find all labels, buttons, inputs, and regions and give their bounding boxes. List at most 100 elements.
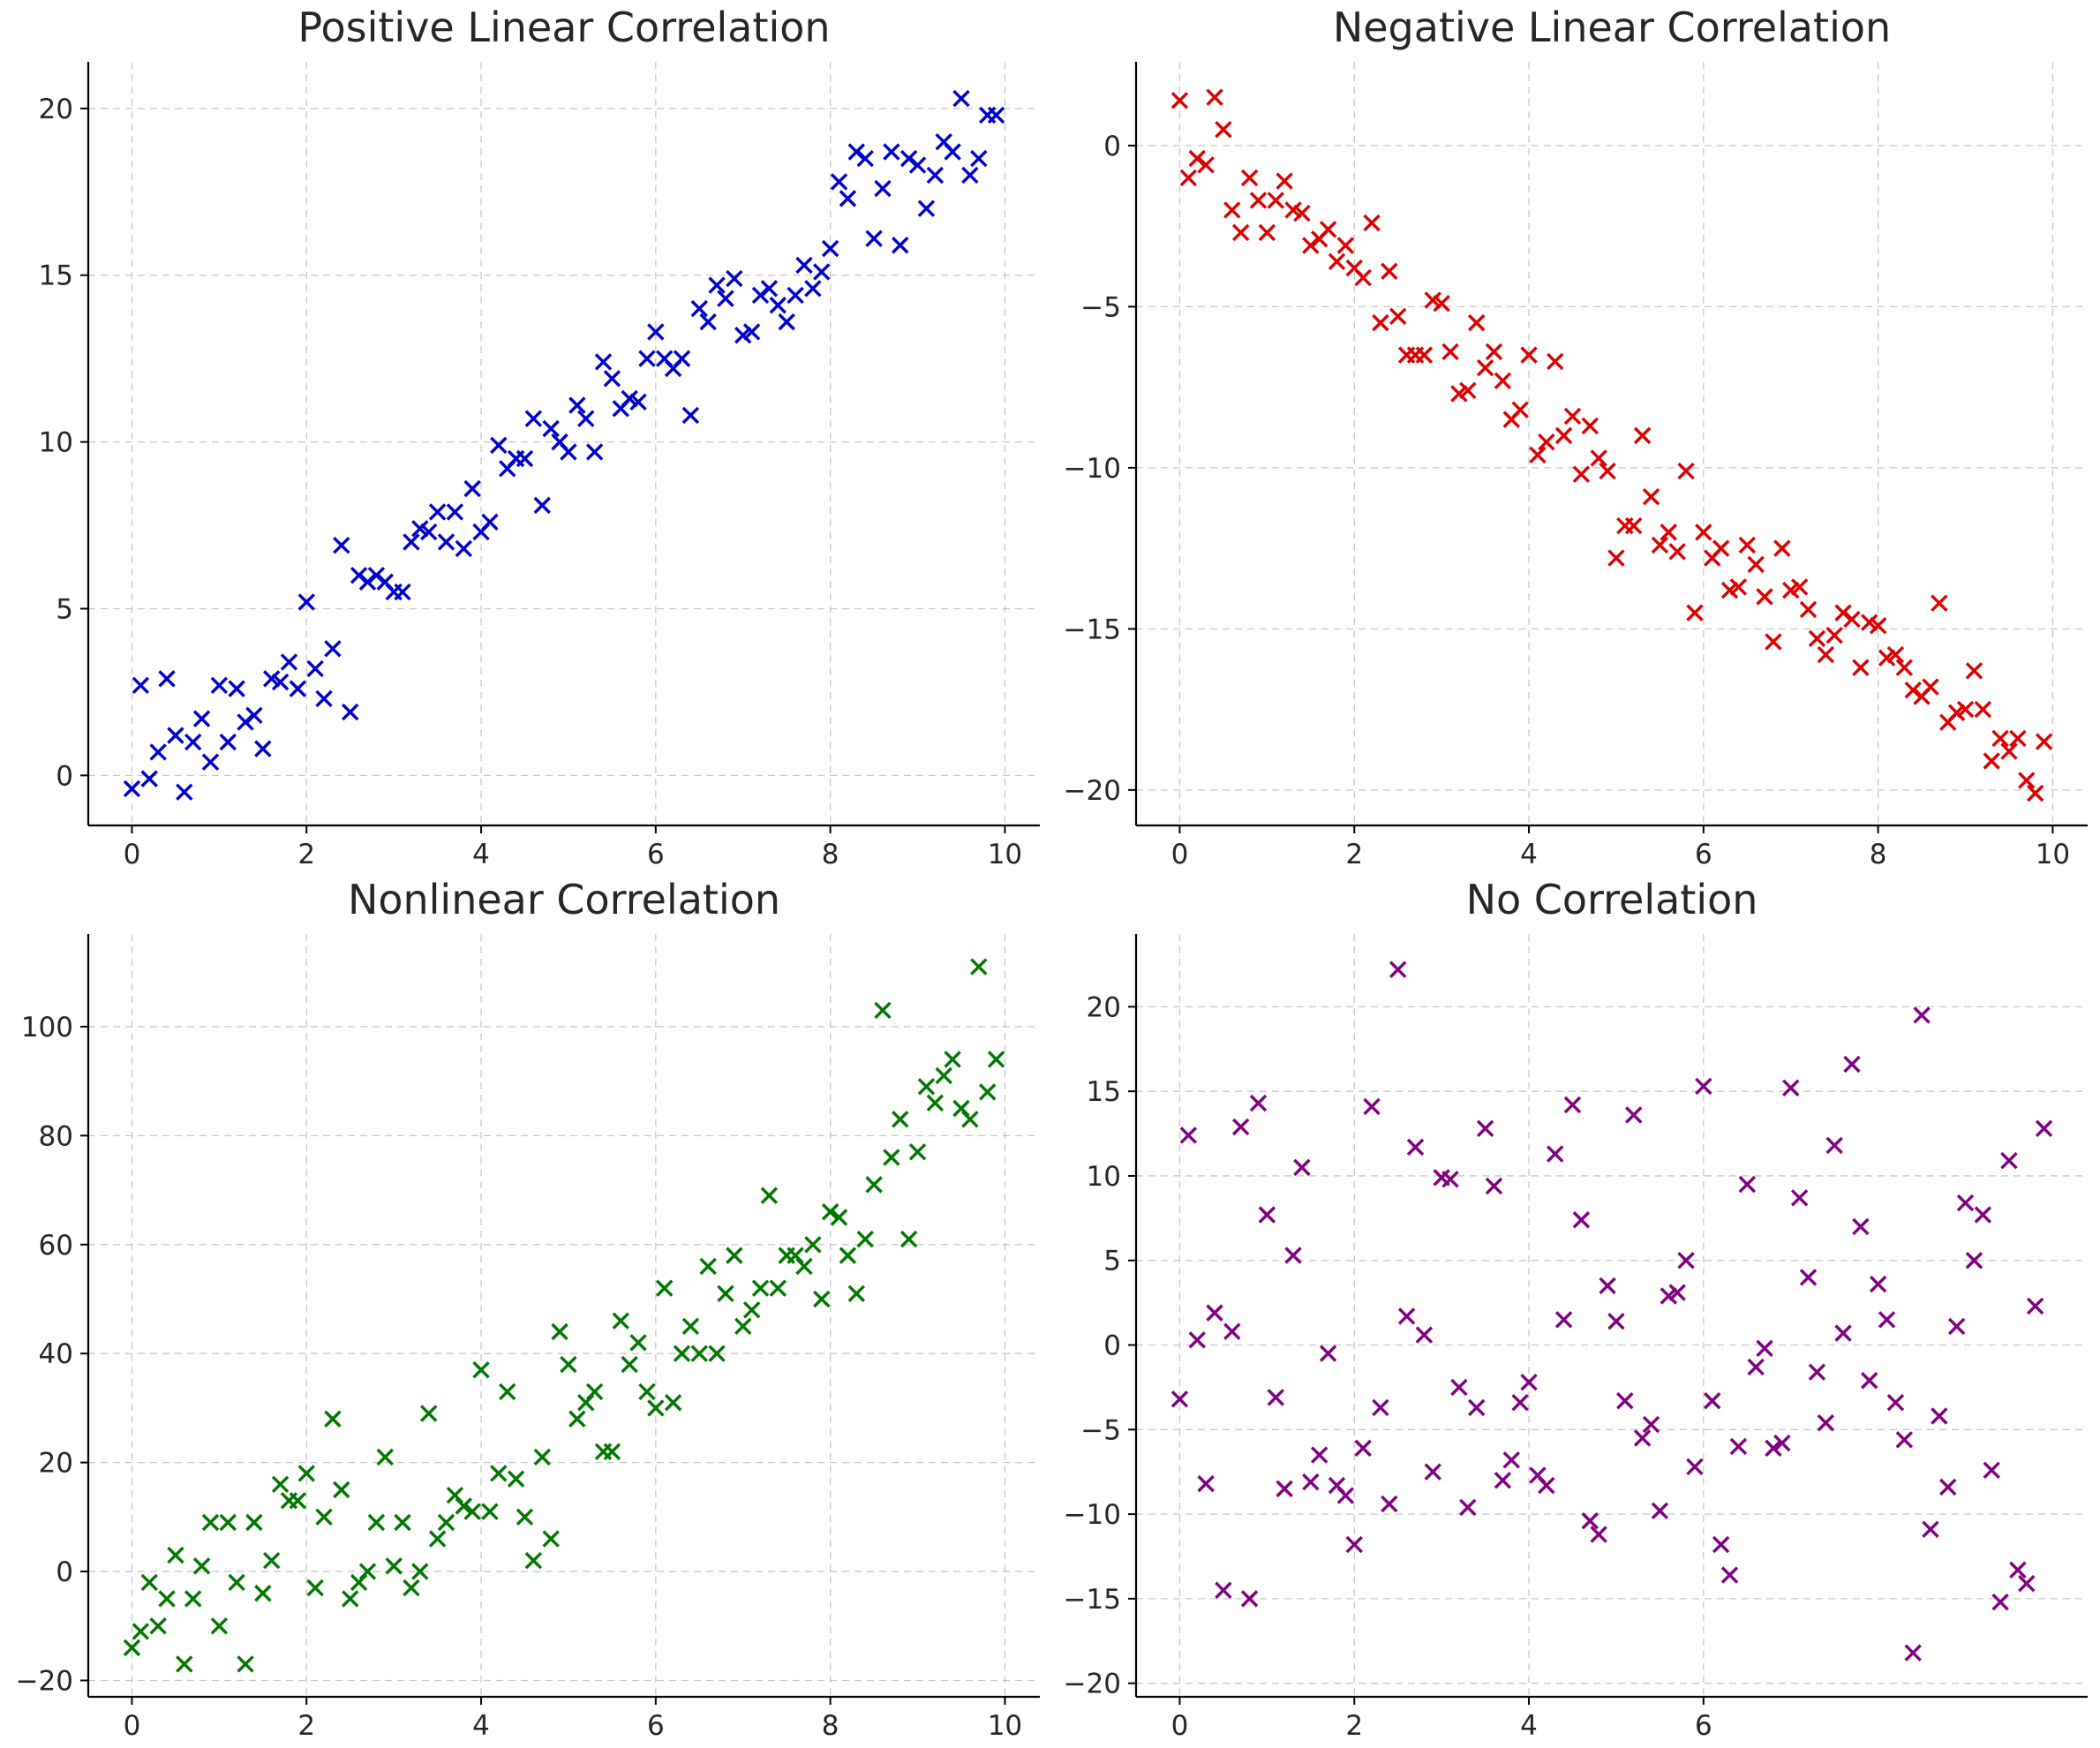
data-point xyxy=(219,1513,237,1532)
x-tick-label: 4 xyxy=(472,1710,490,1742)
data-point xyxy=(446,1486,464,1504)
subplot-no-correlation: 0 2 4 6 −20 −15 −10 −5 0 5 10 15 20 No Correlation xyxy=(1064,876,2088,1742)
data-point xyxy=(516,1508,534,1526)
data-point xyxy=(192,1557,211,1575)
data-point xyxy=(1843,610,1861,629)
data-point xyxy=(935,1066,952,1085)
data-point xyxy=(403,1578,420,1597)
data-point xyxy=(917,1078,936,1096)
data-point xyxy=(1284,1247,1302,1264)
data-point xyxy=(1258,1206,1276,1224)
data-point xyxy=(1485,343,1503,361)
data-point xyxy=(358,1563,377,1580)
chart-title: Positive Linear Correlation xyxy=(297,4,830,51)
data-point xyxy=(1738,536,1756,554)
data-point xyxy=(1607,549,1625,567)
data-point xyxy=(1581,417,1599,435)
data-point xyxy=(1895,1431,1914,1449)
data-point xyxy=(1765,633,1782,651)
data-point xyxy=(1459,381,1477,399)
data-point xyxy=(856,149,874,168)
x-tick-label: 0 xyxy=(1171,839,1189,870)
data-point xyxy=(1415,1326,1434,1344)
data-point xyxy=(1406,1138,1425,1157)
data-point xyxy=(167,1546,184,1564)
data-point xyxy=(1931,594,1948,612)
data-point xyxy=(883,143,900,161)
data-point xyxy=(1642,488,1660,506)
data-point xyxy=(428,1530,447,1548)
data-point xyxy=(1249,192,1268,209)
data-point xyxy=(1441,1171,1459,1188)
data-point xyxy=(315,1508,333,1526)
data-point xyxy=(804,280,822,298)
data-point xyxy=(1991,729,2009,748)
data-point xyxy=(1712,539,1730,557)
data-point xyxy=(228,1573,245,1592)
data-point xyxy=(568,396,586,414)
data-point xyxy=(1825,626,1843,644)
data-point xyxy=(1922,1520,1939,1539)
data-point xyxy=(1599,1277,1616,1295)
data-point xyxy=(769,1279,787,1297)
data-point xyxy=(1372,1398,1389,1417)
data-point xyxy=(1956,1194,1975,1212)
data-point xyxy=(1547,352,1564,371)
x-tick-label: 10 xyxy=(2036,839,2070,870)
subplot-negative-linear: 0 2 4 6 8 10 0 −5 −10 −15 −20 Negative Linear Corre… xyxy=(1064,4,2088,870)
data-point xyxy=(1974,700,1992,719)
data-point xyxy=(1188,1331,1206,1349)
x-tick-label: 0 xyxy=(1171,1710,1189,1742)
data-point xyxy=(1991,1594,2009,1611)
data-point xyxy=(1538,433,1555,451)
data-point xyxy=(184,1590,202,1608)
data-point xyxy=(978,1083,997,1101)
data-point xyxy=(446,503,464,521)
data-point xyxy=(289,680,307,697)
x-tick-label: 8 xyxy=(1870,839,1887,870)
data-point xyxy=(1354,1439,1372,1458)
data-point xyxy=(804,1236,822,1254)
data-point xyxy=(1345,1535,1363,1554)
data-point xyxy=(1607,1313,1625,1330)
data-point xyxy=(2026,784,2044,802)
data-point xyxy=(1852,659,1870,676)
data-point xyxy=(577,1394,595,1412)
y-tick-label: −20 xyxy=(1064,775,1121,807)
data-point xyxy=(1215,120,1232,139)
data-point xyxy=(1747,1358,1765,1376)
data-point xyxy=(1381,262,1398,280)
data-point xyxy=(865,230,883,247)
data-point xyxy=(1660,524,1677,541)
data-point xyxy=(1686,1458,1704,1476)
data-point xyxy=(1886,645,1905,664)
y-tick-label: −20 xyxy=(1064,1669,1121,1700)
data-point xyxy=(594,353,613,371)
data-point xyxy=(1869,617,1887,635)
data-point xyxy=(192,710,211,727)
x-tick-label: 2 xyxy=(297,839,315,870)
data-point xyxy=(1668,1284,1686,1301)
data-point xyxy=(167,727,184,744)
data-point xyxy=(1695,1077,1712,1096)
data-point xyxy=(245,1513,263,1532)
data-point xyxy=(1206,1304,1223,1322)
data-point xyxy=(1931,1407,1948,1425)
data-point xyxy=(1633,1429,1652,1447)
data-point xyxy=(1197,1474,1215,1493)
data-point xyxy=(176,783,193,801)
data-point xyxy=(1197,156,1215,174)
data-point xyxy=(411,1563,429,1580)
data-point xyxy=(1363,1097,1381,1116)
x-tick-label: 10 xyxy=(988,1710,1022,1742)
data-point xyxy=(708,1345,726,1362)
data-point xyxy=(1599,462,1616,480)
data-point xyxy=(1231,1118,1250,1136)
data-point xyxy=(158,1590,176,1608)
data-point xyxy=(533,496,551,515)
data-point xyxy=(899,1230,918,1248)
data-point xyxy=(647,323,665,341)
data-point xyxy=(1904,1644,1922,1661)
data-point xyxy=(629,393,647,411)
x-tick-label: 0 xyxy=(124,839,141,870)
